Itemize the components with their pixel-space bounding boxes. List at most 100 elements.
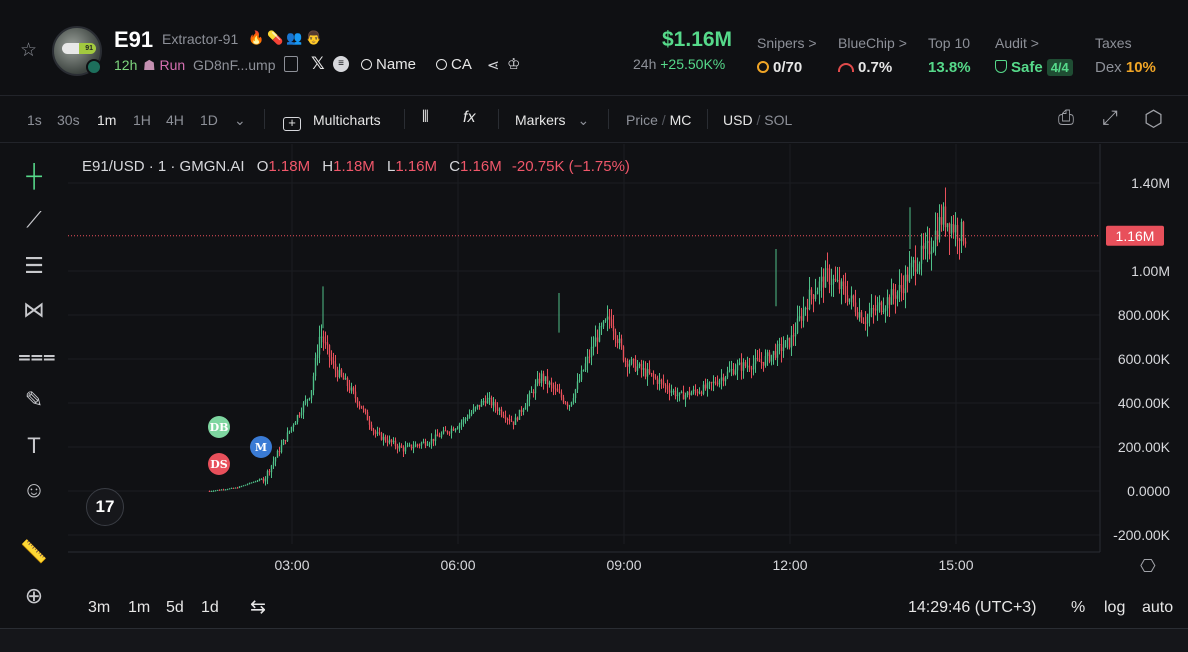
range-1m[interactable]: 1m [128,599,151,616]
candle-body [674,390,677,397]
candle-body [502,414,505,417]
candle-body [608,316,611,320]
contract-address[interactable]: GD8nF...ump [193,57,276,73]
candles-icon[interactable]: ⫴ [422,109,429,126]
star-icon[interactable]: ☆ [20,40,38,61]
candle-body [866,316,869,324]
candle-body [468,414,471,419]
date-range-icon[interactable]: ⇆ [250,597,266,618]
candle-body [270,465,273,473]
candle-body [576,381,579,390]
marker-m [250,436,272,458]
gear-icon[interactable]: ⬡ [1144,106,1164,131]
emoji-icon[interactable]: ☺ [22,477,46,502]
stat-key: Top 10 [928,35,971,51]
indicators-icon[interactable]: fx [463,109,476,126]
candle-body [932,246,935,252]
candle-body [282,439,285,445]
candle-body [910,262,913,268]
candle-body [786,337,789,341]
run-badge[interactable]: ☗ Run [143,57,185,74]
range-1d[interactable]: 1d [201,599,219,616]
candle-body [942,206,945,225]
candle-body [336,370,339,378]
ruler-icon[interactable]: 📏 [20,539,48,564]
avatar[interactable]: 91 [52,26,102,76]
candle-body [302,403,305,413]
y-tick-label: 1.00M [1131,263,1170,279]
candle-body [344,377,347,380]
candle-body [716,383,719,385]
candle-body [314,357,317,377]
pattern-icon[interactable]: ⋈ [23,297,45,322]
interval-1d[interactable]: 1D [200,112,218,128]
usd-sol-toggle[interactable]: USD / SOL [723,112,793,128]
multicharts-button[interactable]: + Multicharts [283,112,381,131]
copy-icon[interactable] [284,56,298,72]
range-5d[interactable]: 5d [166,599,184,616]
chart-canvas[interactable]: DB DS M 1.40M 1.00M 800.00K 600.00K 400.00K 200… [68,144,1188,590]
divider [707,109,708,129]
fullscreen-icon[interactable]: ⤢ [1102,107,1118,129]
users-icon: 👥 [286,30,306,45]
candle-body [784,340,787,348]
clock-time[interactable]: 14:29:46 (UTC+3) [908,599,1037,616]
candle-body [836,279,839,281]
horizontal-lines-icon[interactable]: ☰ [24,253,44,278]
y-tick-label: 400.00K [1118,395,1171,411]
fib-icon[interactable]: ⩶ [18,343,56,368]
candle-body [886,297,889,309]
percent-toggle[interactable]: % [1071,599,1086,616]
interval-4h[interactable]: 4H [166,112,184,128]
candle-body [612,325,615,332]
stat-bluechip[interactable]: BlueChip > 0.7% [838,35,907,76]
interval-30s[interactable]: 30s [57,112,80,128]
trendline-icon[interactable]: ⟋ [26,207,42,232]
interval-1s[interactable]: 1s [27,112,42,128]
camera-icon[interactable]: ⎙ [1058,107,1074,129]
stat-snipers[interactable]: Snipers > 0/70 [757,35,817,76]
interval-1h[interactable]: 1H [133,112,151,128]
range-3m[interactable]: 3m [88,599,111,616]
candle-body [528,392,531,400]
telegram-icon[interactable]: ≡ [333,56,349,72]
search-ca-link[interactable]: CA [436,56,472,73]
candle-body [348,386,351,391]
chevron-down-icon[interactable]: ⌄ [234,112,246,128]
candle-body [776,344,779,358]
candle-body [586,356,589,364]
candle-body [498,409,501,411]
candle-body [486,398,489,404]
candle-body [432,438,435,442]
token-age: 12h [114,57,138,73]
stat-value: 0/70 [773,59,803,76]
candle-body [678,392,681,395]
price-mc-toggle[interactable]: Price / MC [626,112,692,128]
candle-body [284,439,287,442]
candle-body [914,260,917,272]
share-icon[interactable]: ⋖ [487,57,500,74]
stat-key: Audit > [995,35,1039,51]
flame-icon: 🔥 [248,30,268,45]
candle-body [696,391,699,394]
tradingview-logo[interactable]: 17 [86,488,124,526]
axis-settings-icon[interactable]: ⎔ [1140,556,1156,576]
candle-body [602,321,605,327]
candle-body [728,370,731,372]
candle-body [906,274,909,282]
brush-icon[interactable]: ✎ [24,387,44,412]
markers-dropdown[interactable]: Markers ⌄ [515,112,589,129]
log-toggle[interactable]: log [1104,599,1126,616]
crosshair-icon[interactable]: ┼ [26,163,42,188]
x-twitter-icon[interactable]: 𝕏 [311,54,325,73]
interval-1m[interactable]: 1m [97,112,117,128]
candle-body [378,432,381,434]
stat-audit[interactable]: Audit > Safe 4/4 [995,35,1073,76]
candle-body [636,366,639,371]
zoom-icon[interactable]: ⊕ [24,583,44,608]
text-icon[interactable]: T [27,433,41,458]
price-chart[interactable]: DB DS M 1.40M 1.00M 800.00K 600.00K 400.00K 200… [68,144,1188,628]
auto-toggle[interactable]: auto [1142,599,1174,616]
crown-icon[interactable]: ♔ [507,56,521,73]
search-name-link[interactable]: Name [361,56,416,73]
